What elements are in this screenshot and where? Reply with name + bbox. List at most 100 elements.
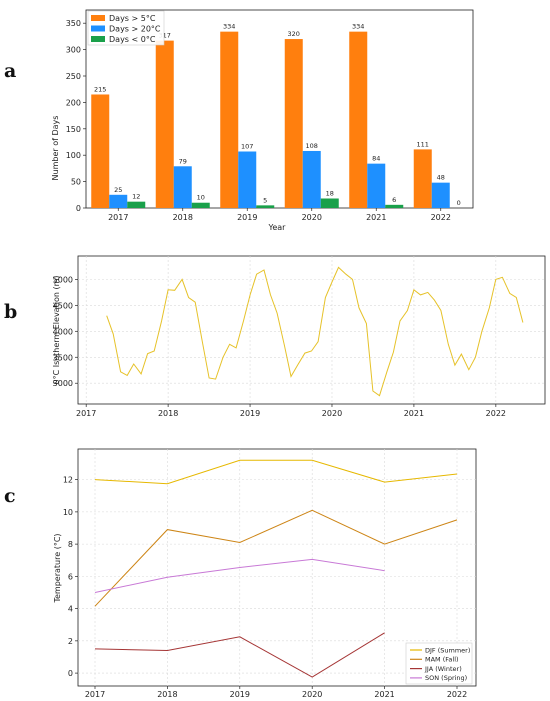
x-tick-label: 2018 [158,409,178,418]
series-line [94,509,458,607]
y-tick-label: 12 [63,476,73,485]
x-tick-label: 2021 [404,409,424,418]
y-tick-label: 4500 [53,301,73,310]
bar [256,205,275,208]
bar [220,31,239,209]
bar [238,151,257,208]
data-label: 111 [417,140,429,148]
chart-c-ylabel: Temperature (°C) [53,533,62,603]
data-label: 5 [263,196,267,204]
chart-c-frame [77,448,477,687]
bar [385,204,404,208]
bar [91,94,110,208]
data-label: 10 [197,194,205,202]
y-tick-label: 0 [68,669,73,678]
data-label: 84 [372,155,380,163]
x-tick-label: 2020 [302,690,322,699]
bar [320,198,339,208]
y-tick-label: 100 [66,151,81,160]
chart-a-ylabel: Number of Days [51,116,60,181]
data-label: 108 [306,142,318,150]
legend-swatch [91,36,105,42]
legend-label: Days > 5°C [109,14,156,23]
y-tick-label: 3500 [53,353,73,362]
legend-label: JJA (Winter) [424,665,462,673]
legend-label: SON (Spring) [425,674,467,682]
panel-label-c: c [4,485,16,507]
x-tick-label: 2019 [240,409,260,418]
legend-swatch [91,25,105,32]
bar [413,149,432,208]
y-tick-label: 0 [76,204,81,213]
bar [349,31,368,209]
data-label: 334 [352,23,364,31]
bar [367,163,386,208]
x-tick-label: 2020 [302,213,322,222]
series-line [94,459,458,485]
series-line [106,266,524,397]
legend-label: Days > 20°C [109,25,161,34]
bar [127,201,146,208]
x-tick-label: 2019 [230,690,250,699]
series-line [94,632,385,678]
chart-b: 3000 3500 4000 4500 5000 2017 2018 2019 2020 2021… [53,255,546,418]
y-tick-label: 4 [68,605,73,614]
series-line [94,558,385,593]
y-tick-label: 5000 [53,275,73,284]
x-tick-label: 2018 [157,690,177,699]
y-tick-label: 250 [66,72,81,81]
chart-a: 0501001502002503003502017215251220183177… [66,9,474,222]
y-tick-label: 300 [66,46,81,55]
x-tick-label: 2018 [173,213,193,222]
y-tick-label: 50 [71,178,81,187]
x-tick-label: 2020 [322,409,342,418]
legend-swatch [91,15,105,21]
x-tick-label: 2022 [447,690,467,699]
panel-label-b: b [4,301,17,323]
data-label: 48 [437,174,445,182]
y-tick-label: 200 [66,98,81,107]
bar [284,39,303,208]
data-label: 18 [326,189,334,197]
data-label: 317 [159,32,171,40]
data-label: 79 [179,157,187,165]
y-tick-label: 10 [63,508,73,517]
data-label: 0 [457,199,461,207]
x-tick-label: 2021 [366,213,386,222]
data-label: 12 [132,193,140,201]
bar [109,194,128,208]
data-label: 215 [94,85,106,93]
x-tick-label: 2021 [374,690,394,699]
legend-label: DJF (Summer) [425,646,470,654]
bar [155,40,174,209]
bar [431,182,450,208]
x-tick-label: 2017 [85,690,105,699]
data-label: 6 [392,196,396,204]
legend-label: MAM (Fall) [425,656,459,664]
bar [302,150,321,208]
chart-a-xlabel: Year [268,223,287,232]
bar [191,202,210,208]
data-label: 334 [223,23,235,31]
panel-label-a: a [4,60,16,82]
x-tick-label: 2017 [108,213,128,222]
x-tick-label: 2019 [237,213,257,222]
y-tick-label: 8 [68,540,73,549]
data-label: 320 [288,30,300,38]
y-tick-label: 350 [66,19,81,28]
y-tick-label: 150 [66,125,81,134]
y-tick-label: 2 [68,637,73,646]
y-tick-label: 3000 [53,379,73,388]
chart-b-ylabel: 0°C Isotherm Elevation (m) [52,276,61,385]
chart-a-frame [85,9,474,209]
x-tick-label: 2017 [76,409,96,418]
chart-c: 0 2 4 6 8 10 12 2017 2018 2019 2020 2021 2022 DJF (Su… [63,448,477,699]
y-tick-label: 6 [68,572,73,581]
data-label: 107 [241,143,253,151]
legend-label: Days < 0°C [109,35,156,44]
x-tick-label: 2022 [431,213,451,222]
y-tick-label: 4000 [53,327,73,336]
data-label: 25 [114,186,122,194]
